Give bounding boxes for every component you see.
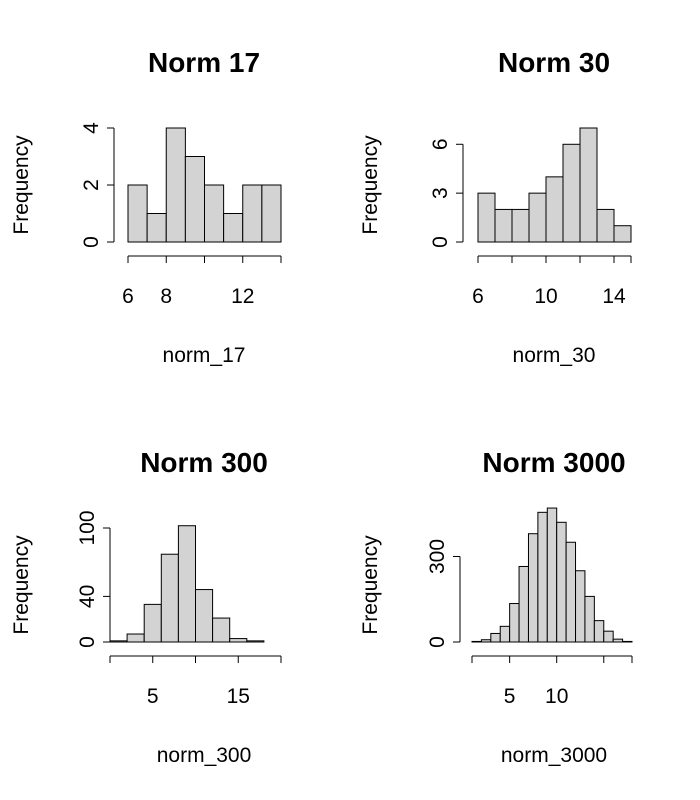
histogram-bar (242, 184, 263, 243)
histogram-bar (246, 640, 265, 643)
histogram-bar (579, 127, 598, 243)
histogram-bar (471, 640, 482, 643)
y-tick-label: 4 (80, 122, 103, 134)
x-tick-label: 10 (534, 285, 557, 308)
bars (471, 507, 633, 643)
histogram-bar (622, 640, 633, 643)
panel-title: Norm 300 (140, 447, 268, 478)
panel-norm-30: Norm 30 Frequency norm_30 0 3 6 6 10 14 (359, 47, 632, 367)
panel-norm-17: Norm 17 Frequency norm_17 0 2 4 6 8 12 (10, 47, 282, 367)
y-tick-label: 6 (429, 138, 452, 150)
x-axis: 5 15 (109, 655, 282, 708)
histogram-bar (184, 156, 205, 243)
histogram-bar (177, 525, 196, 643)
x-axis-label: norm_17 (163, 344, 246, 367)
histogram-bar (261, 184, 282, 243)
histogram-bar (494, 208, 513, 243)
y-tick-label: 2 (80, 179, 103, 191)
panel-norm-300: Norm 300 Frequency norm_300 0 40 100 5 15 (10, 447, 282, 767)
histogram-bar (528, 192, 547, 243)
y-axis: 0 2 4 (80, 122, 115, 248)
bars (477, 127, 632, 243)
y-tick-label: 3 (429, 187, 452, 199)
y-tick-label: 0 (429, 236, 452, 248)
bars (127, 127, 282, 243)
x-tick-label: 5 (504, 685, 516, 708)
y-axis: 0 40 100 (76, 510, 111, 648)
histogram-bar (223, 213, 244, 243)
histogram-bar (518, 565, 529, 643)
histogram-bar (556, 521, 567, 643)
y-tick-label: 300 (426, 539, 449, 574)
histogram-bar (499, 625, 511, 643)
histogram-bar (596, 208, 615, 243)
panel-title: Norm 3000 (482, 447, 625, 478)
histogram-bar (143, 603, 162, 643)
y-tick-label: 100 (76, 510, 99, 545)
bars (109, 525, 265, 643)
x-tick-label: 14 (602, 285, 626, 308)
y-axis: 0 3 6 (429, 138, 464, 248)
y-tick-label: 40 (76, 585, 99, 608)
histogram-bar (593, 620, 605, 643)
panel-title: Norm 30 (498, 47, 610, 78)
panel-title: Norm 17 (148, 47, 260, 78)
y-tick-label: 0 (80, 236, 103, 248)
y-axis-label: Frequency (10, 135, 33, 235)
y-axis-label: Frequency (359, 535, 382, 635)
y-tick-label: 0 (426, 636, 449, 648)
histogram-bar (603, 630, 614, 643)
histogram-bar (109, 640, 128, 643)
histogram-bar (229, 638, 248, 643)
histogram-bar (490, 632, 501, 643)
y-axis-label: Frequency (10, 535, 33, 635)
y-tick-label: 0 (76, 636, 99, 648)
histogram-bar (146, 213, 167, 243)
histogram-bar (480, 639, 492, 643)
x-tick-label: 12 (231, 285, 254, 308)
histogram-bar (160, 553, 179, 643)
panel-norm-3000: Norm 3000 Frequency norm_3000 0 300 5 10 (359, 447, 633, 767)
x-tick-label: 6 (472, 285, 484, 308)
x-axis: 6 8 12 (122, 255, 282, 308)
x-tick-label: 8 (160, 285, 172, 308)
histogram-bar (545, 176, 564, 243)
y-axis-label: Frequency (359, 135, 382, 235)
y-axis: 0 300 (426, 539, 461, 648)
histogram-bar (546, 507, 558, 643)
histogram-bar (126, 633, 145, 643)
x-axis-label: norm_30 (513, 344, 596, 367)
histogram-bar (565, 541, 577, 643)
x-axis: 6 10 14 (472, 255, 632, 308)
histogram-bar (212, 617, 231, 643)
histogram-bar (612, 638, 624, 643)
histogram-bar (562, 143, 581, 243)
histogram-bar (584, 595, 595, 643)
histogram-bar (575, 570, 586, 643)
histogram-bar (537, 511, 548, 643)
histogram-bar (509, 603, 520, 643)
x-tick-label: 5 (147, 685, 159, 708)
histogram-bar (204, 184, 225, 243)
histogram-bar (195, 589, 214, 643)
x-tick-label: 15 (227, 685, 250, 708)
histogram-bar (527, 533, 539, 643)
x-tick-label: 6 (122, 285, 134, 308)
x-axis-label: norm_300 (157, 744, 252, 767)
histogram-bar (511, 208, 530, 243)
histogram-bar (613, 225, 632, 243)
histogram-bar (165, 127, 186, 243)
histogram-bar (477, 192, 496, 243)
histogram-bar (127, 184, 148, 243)
x-axis-label: norm_3000 (501, 744, 607, 767)
x-axis: 5 10 (471, 655, 633, 708)
x-tick-label: 10 (545, 685, 568, 708)
